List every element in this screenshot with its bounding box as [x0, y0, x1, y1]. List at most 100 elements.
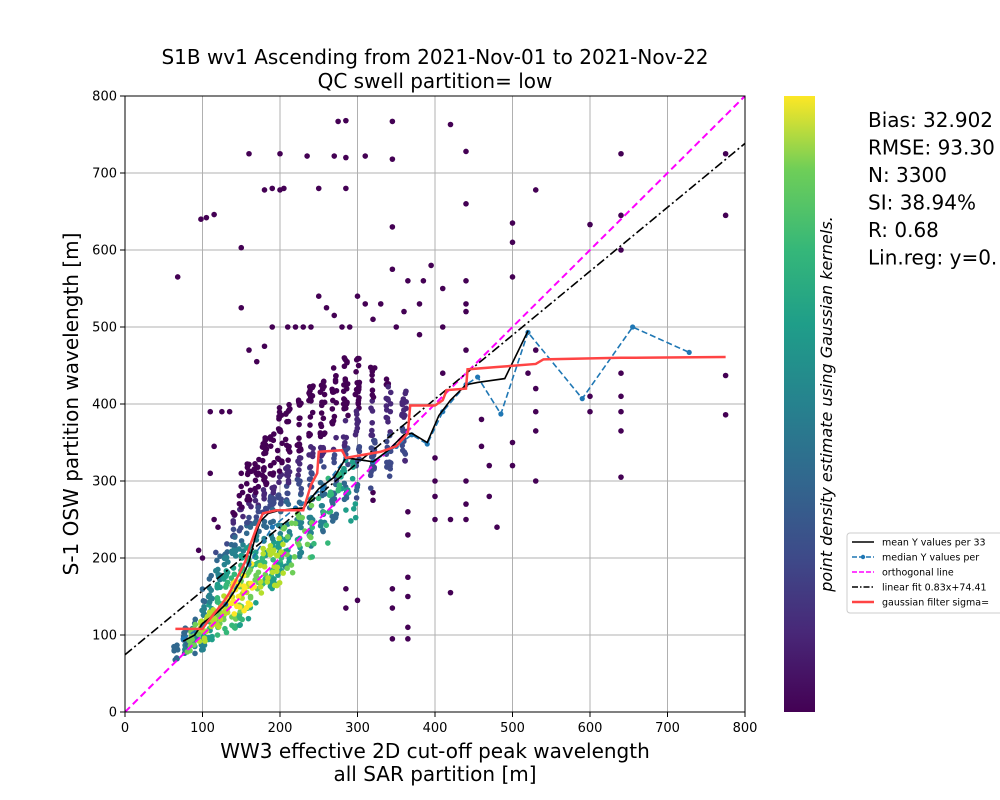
- stat-line: R: 0.68: [868, 218, 939, 242]
- scatter-point: [237, 622, 243, 628]
- scatter-point: [383, 407, 390, 413]
- scatter-point: [447, 121, 454, 128]
- scatter-point: [618, 370, 624, 377]
- scatter-point: [343, 586, 349, 592]
- scatter-point: [209, 636, 215, 643]
- scatter-point: [618, 474, 624, 480]
- scatter-point: [276, 474, 283, 480]
- scatter-point: [353, 369, 359, 375]
- scatter-point: [402, 458, 408, 464]
- scatter-point: [383, 414, 390, 421]
- scatter-point: [214, 557, 220, 564]
- scatter-point: [214, 599, 221, 605]
- scatter-point: [315, 495, 322, 502]
- scatter-point: [342, 417, 349, 424]
- scatter-point: [230, 509, 236, 516]
- colorbar: [784, 96, 815, 712]
- scatter-point: [261, 187, 268, 193]
- scatter-point: [298, 447, 304, 453]
- scatter-point: [267, 583, 274, 590]
- scatter-point: [386, 473, 393, 479]
- scatter-point: [257, 562, 263, 569]
- scatter-point: [532, 187, 539, 193]
- legend-marker: [860, 554, 866, 560]
- scatter-point: [195, 547, 202, 554]
- median-marker: [498, 411, 504, 417]
- scatter-point: [463, 501, 469, 507]
- scatter-point: [261, 465, 267, 471]
- scatter-point: [532, 385, 539, 392]
- scatter-point: [296, 481, 302, 487]
- scatter-point: [371, 437, 378, 444]
- scatter-point: [341, 442, 348, 449]
- scatter-point: [262, 474, 268, 481]
- scatter-point: [405, 574, 411, 581]
- scatter-point: [213, 549, 219, 556]
- y-tick-label: 400: [92, 398, 117, 413]
- scatter-point: [405, 636, 411, 642]
- scatter-point: [416, 331, 423, 338]
- scatter-point: [296, 421, 302, 428]
- scatter-point: [264, 579, 271, 585]
- scatter-point: [269, 185, 276, 192]
- scatter-point: [370, 497, 376, 504]
- x-tick-label: 300: [345, 721, 370, 736]
- scatter-point: [321, 391, 328, 398]
- scatter-point: [319, 502, 326, 509]
- scatter-point: [362, 153, 369, 159]
- scatter-point: [289, 569, 296, 576]
- scatter-point: [270, 556, 276, 563]
- scatter-point: [253, 489, 259, 496]
- scatter-point: [247, 567, 254, 573]
- scatter-point: [328, 491, 335, 498]
- scatter-point: [276, 535, 282, 542]
- linear-fit-line: [125, 142, 745, 656]
- scatter-point: [206, 576, 213, 582]
- scatter-point: [333, 399, 340, 406]
- scatter-point: [385, 419, 391, 425]
- scatter-point: [248, 503, 254, 510]
- scatter-point: [333, 434, 339, 441]
- scatter-point: [318, 382, 325, 389]
- scatter-point: [277, 150, 283, 157]
- scatter-point: [355, 397, 362, 404]
- scatter-point: [308, 470, 315, 476]
- scatter-point: [399, 401, 406, 408]
- scatter-point: [228, 575, 235, 581]
- scatter-point: [447, 516, 454, 523]
- scatter-point: [296, 541, 302, 548]
- scatter-point: [341, 496, 348, 503]
- scatter-point: [309, 393, 316, 399]
- scatter-point: [618, 428, 624, 434]
- scatter-point: [271, 582, 278, 589]
- scatter-point: [399, 442, 406, 449]
- scatter-point: [171, 645, 178, 651]
- scatter-point: [353, 408, 360, 415]
- scatter-point: [252, 477, 259, 484]
- scatter-point: [331, 153, 338, 159]
- scatter-point: [199, 555, 206, 561]
- scatter-point: [206, 599, 213, 605]
- scatter-point: [341, 480, 348, 487]
- scatter-point: [174, 274, 181, 280]
- scatter-point: [192, 616, 199, 623]
- scatter-point: [389, 156, 396, 162]
- scatter-point: [369, 427, 375, 434]
- scatter-point: [439, 370, 446, 377]
- scatter-point: [259, 457, 266, 464]
- x-tick-label: 100: [190, 721, 215, 736]
- scatter-point: [389, 224, 396, 230]
- scatter-point: [323, 304, 330, 311]
- scatter-point: [270, 518, 277, 525]
- scatter-point: [247, 487, 254, 494]
- scatter-point: [214, 632, 221, 638]
- scatter-point: [321, 399, 328, 406]
- scatter-point: [245, 469, 251, 476]
- scatter-point: [509, 274, 516, 280]
- scatter-point: [509, 239, 516, 246]
- scatter-point: [304, 153, 310, 159]
- scatter-point: [211, 443, 217, 450]
- scatter-point: [352, 391, 359, 398]
- scatter-point: [207, 470, 214, 477]
